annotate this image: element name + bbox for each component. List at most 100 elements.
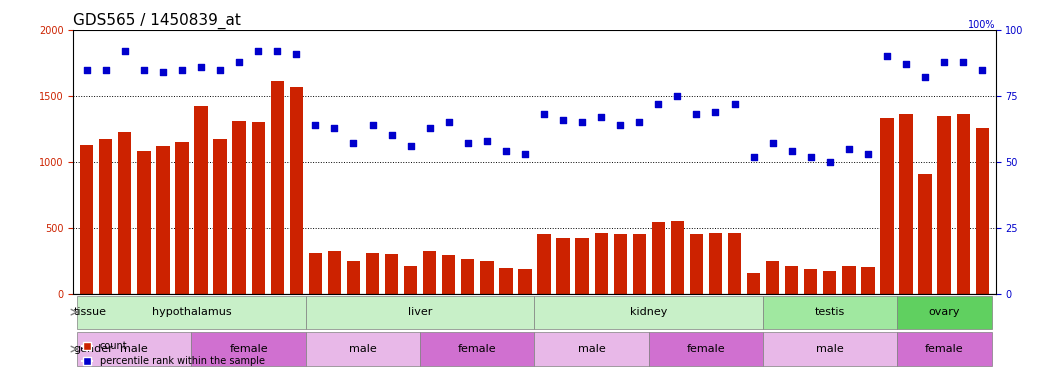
Bar (728, 233, 741, 294)
Text: female: female (924, 344, 963, 354)
Point (459, 140, 476, 146)
Bar (385, 254, 398, 294)
Bar (519, 268, 531, 294)
Bar (652, 222, 665, 294)
Point (364, 122, 380, 128)
Point (536, 111, 552, 117)
Bar (708, 233, 722, 294)
Point (79, 66, 95, 72)
Point (822, 159, 838, 165)
Text: female: female (230, 344, 268, 354)
Point (726, 101, 743, 107)
Point (898, 61, 915, 67)
Bar (538, 234, 550, 294)
Bar (804, 268, 817, 294)
Text: gender: gender (73, 344, 113, 354)
Bar (233, 121, 246, 294)
Bar (556, 238, 570, 294)
Bar (861, 267, 875, 294)
Point (269, 48, 286, 54)
Bar (156, 146, 170, 294)
Text: male: male (816, 344, 844, 354)
Bar (633, 234, 646, 294)
Point (154, 69, 171, 75)
Bar (594, 233, 608, 294)
Point (593, 114, 610, 120)
FancyBboxPatch shape (763, 296, 896, 329)
Point (479, 138, 496, 144)
Point (174, 66, 191, 72)
Bar (461, 260, 475, 294)
Point (212, 66, 228, 72)
Point (955, 58, 971, 64)
Point (249, 48, 266, 54)
FancyBboxPatch shape (649, 332, 763, 366)
Bar (80, 145, 93, 294)
Bar (423, 252, 436, 294)
FancyBboxPatch shape (78, 296, 306, 329)
Bar (175, 142, 189, 294)
Bar (843, 266, 855, 294)
FancyBboxPatch shape (306, 296, 534, 329)
Text: ovary: ovary (929, 307, 960, 317)
Text: hypothalamus: hypothalamus (152, 307, 232, 317)
Bar (575, 238, 589, 294)
Bar (747, 273, 760, 294)
Bar (918, 174, 932, 294)
Bar (613, 234, 627, 294)
Point (669, 93, 685, 99)
Bar (442, 255, 456, 294)
Point (517, 151, 533, 157)
Point (97, 66, 114, 72)
Point (764, 140, 781, 146)
Point (135, 66, 152, 72)
Bar (957, 114, 969, 294)
Bar (785, 266, 799, 294)
Bar (403, 266, 417, 294)
Text: 100%: 100% (968, 20, 996, 30)
Point (326, 124, 343, 130)
Point (345, 140, 362, 146)
Bar (347, 261, 361, 294)
Bar (270, 81, 284, 294)
FancyBboxPatch shape (896, 332, 991, 366)
Point (974, 66, 990, 72)
Legend: count, percentile rank within the sample: count, percentile rank within the sample (79, 338, 268, 370)
Bar (938, 116, 951, 294)
Bar (690, 234, 703, 294)
Bar (823, 271, 836, 294)
Bar (366, 253, 379, 294)
FancyBboxPatch shape (534, 332, 649, 366)
Bar (137, 151, 151, 294)
Point (402, 143, 419, 149)
Point (859, 151, 876, 157)
Text: testis: testis (814, 307, 845, 317)
Bar (499, 268, 512, 294)
Text: kidney: kidney (630, 307, 668, 317)
Point (631, 119, 648, 125)
Point (440, 119, 457, 125)
Bar (309, 253, 322, 294)
Text: GDS565 / 1450839_at: GDS565 / 1450839_at (73, 12, 241, 28)
Point (288, 51, 305, 57)
Point (745, 154, 762, 160)
FancyBboxPatch shape (534, 296, 763, 329)
Point (803, 154, 820, 160)
Bar (976, 128, 989, 294)
Bar (880, 118, 894, 294)
Point (689, 111, 705, 117)
FancyBboxPatch shape (192, 332, 306, 366)
Point (573, 119, 590, 125)
Bar (252, 122, 265, 294)
Point (878, 53, 895, 59)
Point (707, 109, 724, 115)
Point (307, 122, 324, 128)
Point (554, 117, 571, 123)
Point (840, 146, 857, 152)
Point (193, 64, 210, 70)
Text: male: male (349, 344, 377, 354)
FancyBboxPatch shape (78, 332, 192, 366)
Point (917, 75, 934, 81)
Bar (214, 140, 226, 294)
Text: male: male (121, 344, 148, 354)
